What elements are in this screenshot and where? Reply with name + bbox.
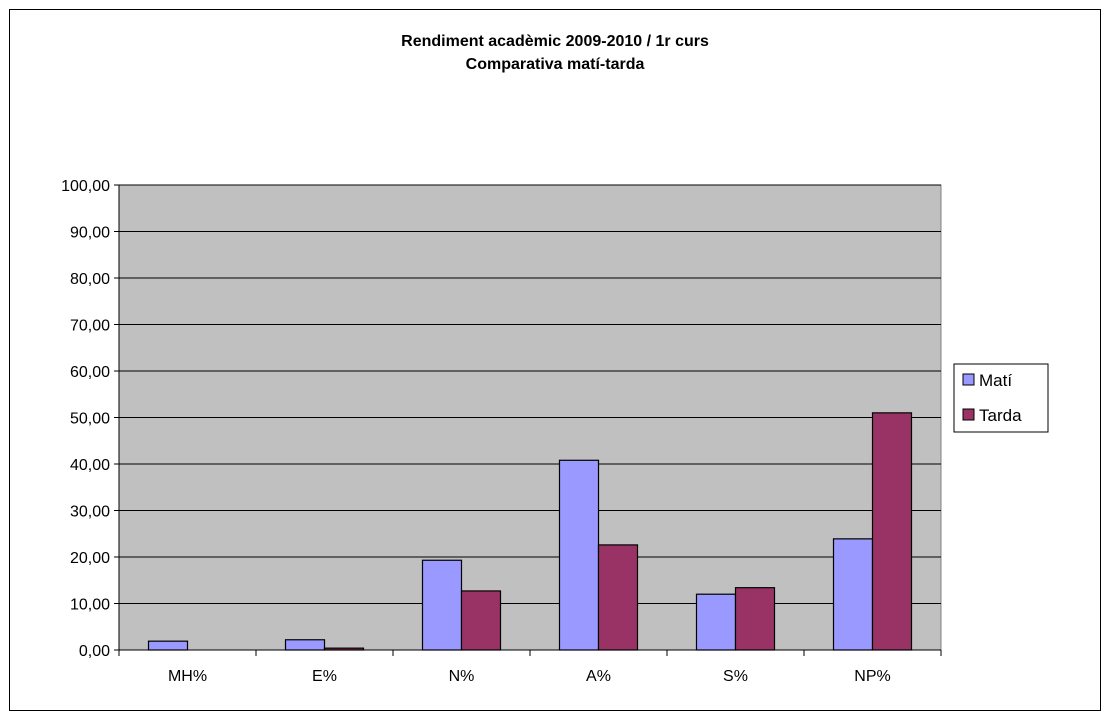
x-tick-label: MH%	[168, 668, 207, 685]
bar-tarda-np	[871, 412, 913, 651]
x-tick-label: A%	[586, 668, 611, 685]
axes	[114, 184, 942, 656]
bar-tarda-a	[597, 544, 639, 651]
bars	[147, 412, 913, 651]
y-tick-label: 80,00	[70, 271, 110, 288]
legend: Matí Tarda	[953, 363, 1049, 433]
chart-title: Rendiment acadèmic 2009-2010 / 1r curs	[401, 33, 709, 50]
bar-mat--n	[421, 559, 463, 651]
y-tick-label: 70,00	[70, 318, 110, 335]
y-tick-label: 50,00	[70, 411, 110, 428]
bar-mat--s	[695, 593, 737, 651]
bar-mat--a	[558, 459, 600, 651]
bar-mat--mh	[147, 640, 189, 651]
legend-swatch-mati	[962, 373, 975, 386]
y-tick-label: 60,00	[70, 364, 110, 381]
bar-mat--np	[832, 538, 874, 651]
y-tick-label: 90,00	[70, 225, 110, 242]
y-tick-label: 20,00	[70, 550, 110, 567]
chart-title-block: Rendiment acadèmic 2009-2010 / 1r curs C…	[9, 30, 1101, 76]
bar-tarda-n	[460, 590, 502, 651]
y-tick-label: 40,00	[70, 457, 110, 474]
bar-tarda-s	[734, 587, 776, 651]
y-tick-label: 0,00	[79, 643, 110, 660]
legend-swatch-tarda	[962, 408, 975, 421]
x-tick-label: N%	[449, 668, 475, 685]
y-tick-label: 100,00	[61, 178, 110, 195]
x-tick-labels: MH% E% N% A% S% NP%	[168, 668, 891, 685]
bar-mat--e	[284, 639, 326, 651]
y-tick-labels: 0,00 10,00 20,00 30,00 40,00 50,00 60,00 70,00 8…	[61, 178, 110, 660]
legend-label-tarda: Tarda	[979, 406, 1022, 425]
x-tick-label: NP%	[854, 668, 890, 685]
legend-label-mati: Matí	[979, 371, 1012, 390]
x-tick-label: S%	[723, 668, 748, 685]
chart-subtitle: Comparativa matí-tarda	[465, 56, 645, 73]
y-tick-label: 30,00	[70, 504, 110, 521]
grid-lines	[119, 184, 941, 604]
y-tick-label: 10,00	[70, 597, 110, 614]
x-tick-label: E%	[312, 668, 337, 685]
